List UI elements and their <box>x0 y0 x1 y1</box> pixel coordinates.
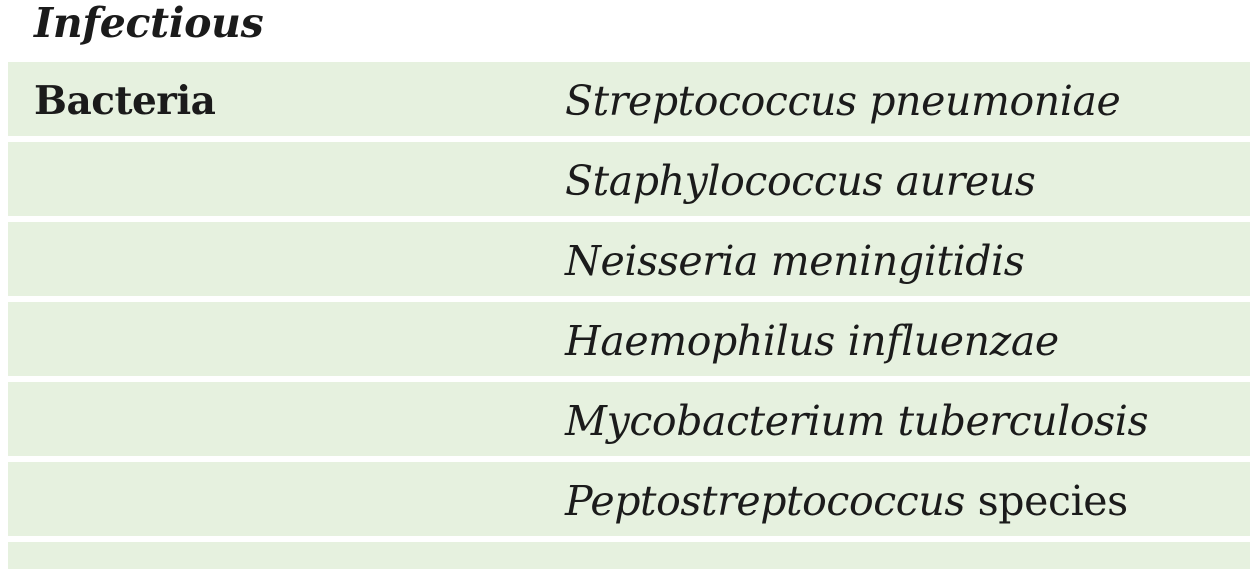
section-heading: Infectious <box>34 0 264 47</box>
organism-name: Haemophilus influenzae <box>565 317 1059 365</box>
organism-table: Bacteria Streptococcus pneumoniae Staphy… <box>8 62 1250 569</box>
table-row: Mycobacterium tuberculosis <box>8 382 1250 456</box>
table-row-cut-off <box>8 542 1250 569</box>
organism-name: Staphylococcus aureus <box>565 157 1036 205</box>
table-row: Bacteria Streptococcus pneumoniae <box>8 62 1250 136</box>
category-label: Bacteria <box>34 78 216 124</box>
organism-name: Peptostreptococcus species <box>565 477 1128 525</box>
organism-name: Streptococcus pneumoniae <box>565 77 1121 125</box>
table-row: Haemophilus influenzae <box>8 302 1250 376</box>
table-row: Neisseria meningitidis <box>8 222 1250 296</box>
table-row: Staphylococcus aureus <box>8 142 1250 216</box>
organism-name: Mycobacterium tuberculosis <box>565 397 1149 445</box>
organism-name: Neisseria meningitidis <box>565 237 1025 285</box>
table-row: Peptostreptococcus species <box>8 462 1250 536</box>
